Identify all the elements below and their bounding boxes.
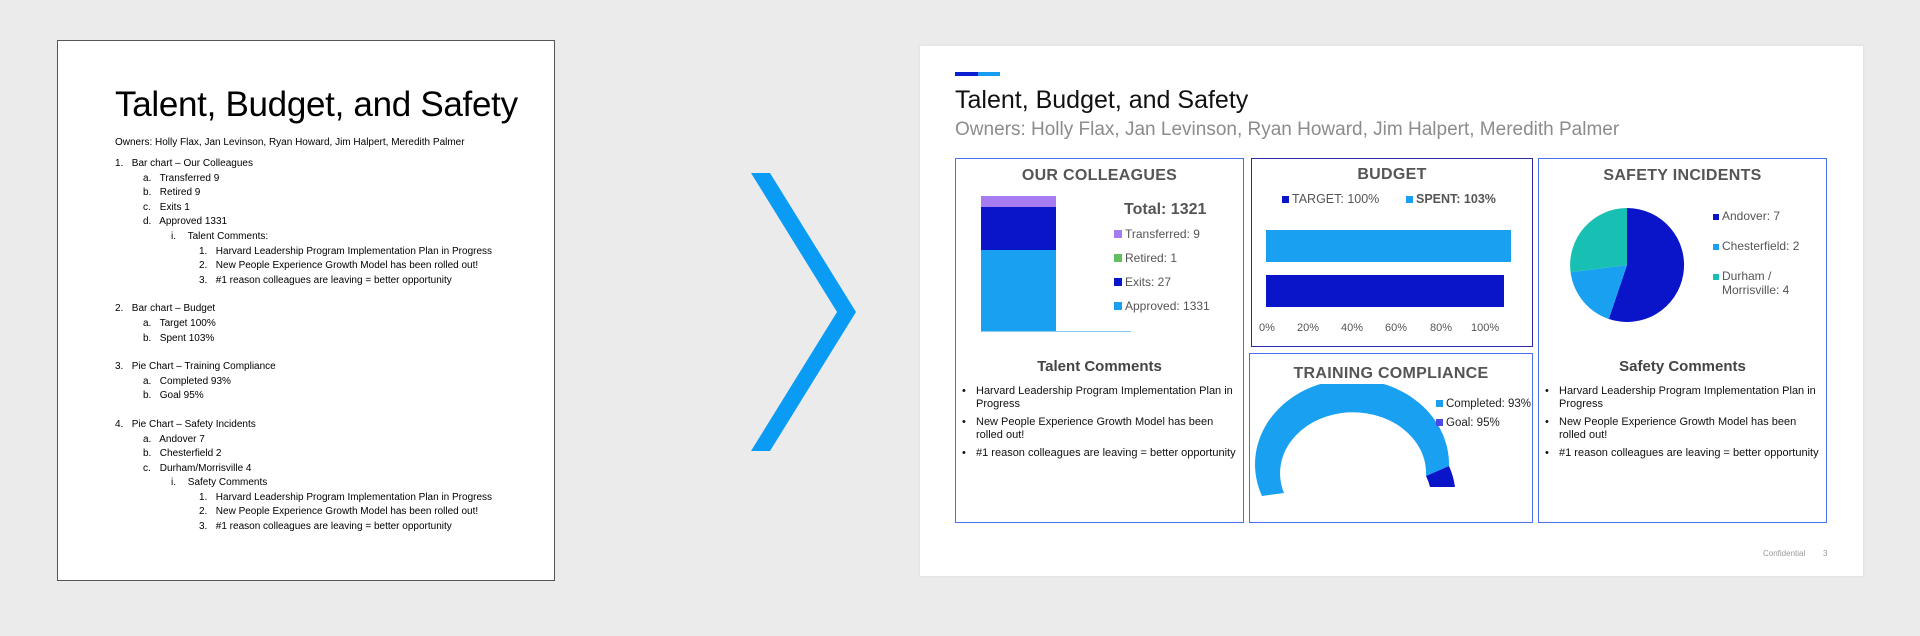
colleagues-panel: OUR COLLEAGUES Total: 1321 Transferred: … [955,158,1244,523]
outline-item: 2. New People Experience Growth Model ha… [199,260,479,272]
legend-item-durham: Durham / [1713,269,1771,283]
outline-item: d. Approved 1331 [143,216,228,228]
pie-slice-andover [1608,207,1685,322]
outline-item: 1. Bar chart – Our Colleagues [115,158,253,169]
legend-item-exits: Exits: 27 [1114,275,1171,289]
outline-item: 2. New People Experience Growth Model ha… [199,506,479,518]
legend-swatch [1114,254,1122,262]
outline-item: 1. Harvard Leadership Program Implementa… [199,245,493,257]
legend-item-goal: Goal: 95% [1436,417,1500,429]
legend-swatch [1436,400,1443,407]
list-item: Harvard Leadership Program Implementatio… [1539,385,1826,410]
page-number: 3 [1823,549,1828,558]
gauge-goal-arc [1426,466,1455,487]
legend-item-target: TARGET: 100% [1282,192,1379,206]
talent-comments-list: Harvard Leadership Program Implementatio… [956,385,1243,466]
list-item: #1 reason colleagues are leaving = bette… [956,447,1243,460]
legend-swatch [1436,419,1443,426]
outline-item: 4. Pie Chart – Safety Incidents [115,418,256,430]
list-item: New People Experience Growth Model has b… [1539,416,1826,441]
legend-item-completed: Completed: 93% [1436,398,1531,410]
outline-item: a. Target 100% [143,317,216,329]
budget-title: BUDGET [1357,166,1427,183]
legend-swatch [1114,230,1122,238]
colleagues-title: OUR COLLEAGUES [1021,167,1178,184]
axis-tick-label: 80% [1430,322,1453,334]
outline-item: i. Talent Comments: [171,230,269,242]
axis-tick-label: 60% [1385,322,1408,334]
training-gauge [1255,384,1455,496]
legend-item-spent: SPENT: 103% [1406,192,1496,206]
outline-item: a. Completed 93% [143,375,231,387]
legend-item-approved: Approved: 1331 [1114,299,1210,313]
safety-comments-title: Safety Comments [1619,358,1746,375]
title-accent-bar [955,72,978,76]
slide-title: Talent, Budget, and Safety [955,86,1249,114]
training-panel: TRAINING COMPLIANCE Completed: 93% Goal:… [1249,353,1533,523]
axis-tick-label: 100% [1471,322,1500,334]
gauge-completed-arc [1255,384,1450,496]
outline-item: 3. Pie Chart – Training Compliance [115,361,276,373]
document-owners: Owners: Holly Flax, Jan Levinson, Ryan H… [115,137,465,148]
axis-tick-label: 40% [1341,322,1364,334]
bar-spent [1266,230,1511,262]
outline-item: i. Safety Comments [171,477,268,489]
budget-panel: BUDGET TARGET: 100% SPENT: 103% 0% 20% 4… [1251,158,1533,347]
outline-item: b. Retired 9 [143,187,201,199]
bar-target [1266,275,1504,307]
legend-item-transferred: Transferred: 9 [1114,227,1200,241]
outline-item: 3. #1 reason colleagues are leaving = be… [199,274,452,286]
list-item: Harvard Leadership Program Implementatio… [956,385,1243,410]
document-outline: 1. Bar chart – Our Colleagues a. Transfe… [115,157,492,535]
list-item: #1 reason colleagues are leaving = bette… [1539,447,1826,460]
safety-comments-list: Harvard Leadership Program Implementatio… [1539,385,1826,466]
chevron-right-icon [751,173,856,451]
colleagues-total: Total: 1321 [1124,201,1207,218]
legend-swatch [1114,302,1122,310]
legend-item-andover: Andover: 7 [1713,209,1780,223]
legend-item-retired: Retired: 1 [1114,251,1177,265]
outline-item: c. Durham/Morrisville 4 [143,462,252,474]
axis-tick-label: 20% [1297,322,1320,334]
dashboard-slide: Talent, Budget, and Safety Owners: Holly… [920,46,1863,576]
bar-exits [981,207,1056,250]
outline-item: b. Spent 103% [143,332,215,344]
safety-panel: SAFETY INCIDENTS Andover: 7 Chesterfield… [1538,158,1827,523]
bar-approved [981,250,1056,331]
legend-swatch [1114,278,1122,286]
legend-swatch [1406,196,1413,203]
pie-slice-chesterfield [1570,265,1627,319]
legend-swatch [1713,274,1719,280]
outline-item: b. Chesterfield 2 [143,448,222,460]
legend-swatch [1713,214,1719,220]
source-document-page: Talent, Budget, and Safety Owners: Holly… [57,40,555,581]
title-accent-bar [978,72,1000,76]
outline-item: c. Exits 1 [143,201,190,213]
list-item: New People Experience Growth Model has b… [956,416,1243,441]
outline-item: 1. Harvard Leadership Program Implementa… [199,491,493,503]
document-title: Talent, Budget, and Safety [115,85,518,124]
pie-slice-durham-morrisville [1570,208,1627,273]
legend-swatch [1282,196,1289,203]
footer-confidential: Confidential [1763,549,1806,558]
outline-item: a. Andover 7 [143,433,205,445]
bar-transferred [981,196,1056,207]
safety-title: SAFETY INCIDENTS [1603,167,1762,184]
outline-item: 3. #1 reason colleagues are leaving = be… [199,521,452,533]
axis-tick-label: 0% [1259,322,1275,334]
outline-item: a. Transferred 9 [143,172,220,184]
legend-item-chesterfield: Chesterfield: 2 [1713,239,1799,253]
outline-item: 2. Bar chart – Budget [115,303,216,315]
chart-baseline [981,331,1131,332]
safety-pie [1570,207,1685,322]
legend-swatch [1713,244,1719,250]
legend-item-morrisville: Morrisville: 4 [1722,283,1790,297]
slide-subtitle: Owners: Holly Flax, Jan Levinson, Ryan H… [955,119,1620,140]
outline-item: b. Goal 95% [143,390,204,402]
talent-comments-title: Talent Comments [1037,358,1162,375]
training-title: TRAINING COMPLIANCE [1293,365,1489,382]
